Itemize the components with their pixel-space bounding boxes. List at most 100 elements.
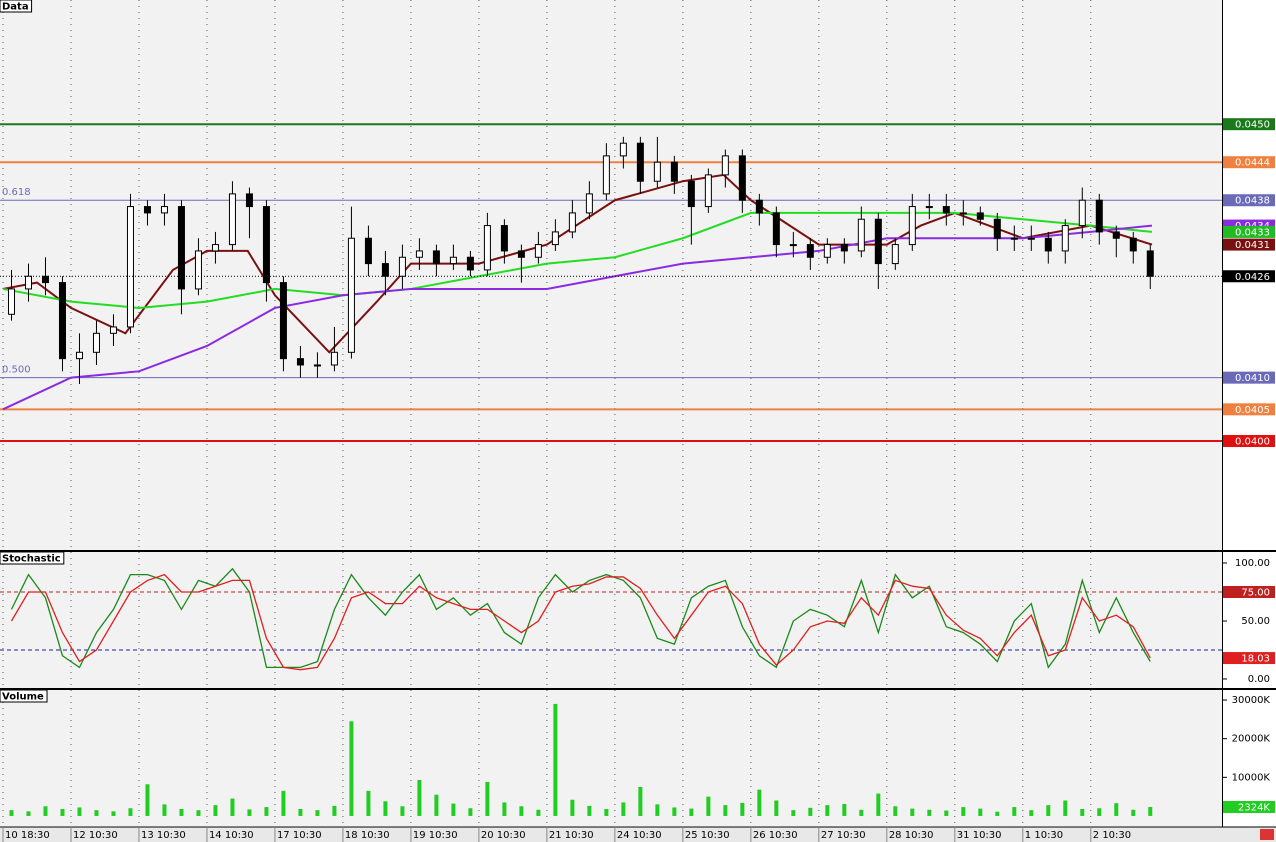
- volume-bar: [536, 809, 541, 816]
- x-tick-label: 1 10:30: [1025, 830, 1063, 841]
- candle-body: [789, 244, 797, 247]
- y-tick-label: 10000K: [1232, 772, 1271, 783]
- panel-title-box: [0, 0, 33, 13]
- candle-body: [160, 206, 168, 214]
- panel-title-box: [0, 689, 48, 703]
- x-tick-label: 20 10:30: [481, 830, 526, 841]
- candle-body: [279, 282, 287, 360]
- candle-body: [313, 364, 321, 367]
- candle-body: [653, 161, 661, 182]
- volume-bar: [468, 808, 473, 816]
- volume-bar: [213, 805, 218, 816]
- candle-body: [891, 244, 899, 265]
- candle-body: [432, 250, 440, 265]
- candle-body: [58, 282, 66, 360]
- candle-body: [398, 256, 406, 277]
- panel-title: Volume: [2, 692, 44, 703]
- price-tag: [1223, 371, 1275, 384]
- scroll-button[interactable]: [1260, 829, 1274, 840]
- y-tick-label: 100.00: [1235, 558, 1270, 569]
- candle-body: [517, 250, 525, 258]
- x-tick-label: 18 10:30: [345, 830, 390, 841]
- candle-body: [1078, 199, 1086, 227]
- candle-body: [228, 193, 236, 246]
- candle-body: [126, 206, 134, 328]
- price-tag: [1223, 194, 1275, 207]
- volume-bar: [145, 784, 150, 816]
- candle-body: [568, 212, 576, 233]
- stochastic-line: [10, 573, 1151, 671]
- volume-bar: [1148, 806, 1153, 816]
- candle-body: [840, 244, 848, 252]
- price-tag-label: 0.0433: [1235, 227, 1270, 238]
- volume-bar: [1114, 803, 1119, 816]
- candle-body: [1095, 199, 1103, 233]
- y-tick-label: 20000K: [1232, 734, 1271, 745]
- volume-bar: [281, 790, 286, 816]
- volume-bar: [94, 810, 99, 816]
- volume-bar: [1012, 807, 1017, 816]
- x-tick-label: 24 10:30: [617, 830, 662, 841]
- candle-body: [109, 326, 117, 334]
- volume-bar: [1029, 810, 1034, 816]
- volume-bar: [332, 805, 337, 816]
- candle-body: [41, 275, 49, 284]
- price-tag-label: 0.0450: [1235, 120, 1270, 131]
- volume-bar: [570, 799, 575, 816]
- volume-bar: [43, 806, 48, 816]
- candle-body: [449, 256, 457, 265]
- volume-bar: [740, 802, 745, 816]
- candle-body: [364, 237, 372, 265]
- candle-body: [500, 225, 508, 252]
- candle-body: [619, 142, 627, 157]
- candle-body: [636, 142, 644, 182]
- x-tick-label: 12 10:30: [73, 830, 118, 841]
- price-tag-label: 2324K: [1238, 802, 1270, 813]
- candle-body: [296, 358, 304, 366]
- candle-body: [959, 212, 967, 215]
- candle-body: [1146, 250, 1154, 277]
- candle-body: [381, 263, 389, 277]
- candle-body: [806, 244, 814, 258]
- candle-body: [415, 250, 423, 258]
- candle-body: [874, 218, 882, 265]
- volume-bar: [723, 805, 728, 816]
- candle-body: [92, 332, 100, 353]
- volume-bar: [1046, 805, 1051, 816]
- candle-body: [330, 351, 338, 366]
- candle-body: [755, 199, 763, 214]
- candle-body: [976, 212, 984, 220]
- candle-body: [483, 225, 491, 271]
- volume-bar: [808, 807, 813, 816]
- candle-body: [823, 244, 831, 258]
- volume-bar: [757, 789, 762, 816]
- candle-body: [670, 161, 678, 182]
- price-tag-label: 0.0405: [1235, 405, 1270, 416]
- price-tag-label: 0.0444: [1235, 158, 1270, 169]
- volume-bar: [621, 802, 626, 816]
- volume-bar: [77, 807, 82, 816]
- x-tick-label: 21 10:30: [549, 830, 594, 841]
- x-tick-label: 19 10:30: [413, 830, 458, 841]
- volume-bar: [825, 805, 830, 816]
- candle-body: [942, 206, 950, 214]
- panel-title: Data: [2, 2, 29, 13]
- candle-body: [194, 250, 202, 290]
- y-tick-label: 50.00: [1241, 616, 1270, 627]
- volume-bar: [247, 809, 252, 816]
- x-tick-label: 17 10:30: [277, 830, 322, 841]
- volume-bar: [502, 802, 507, 816]
- price-tag: [1223, 156, 1275, 169]
- candle-body: [857, 218, 865, 252]
- level-label: 0.618: [2, 187, 31, 198]
- candle-body: [143, 206, 151, 214]
- volume-bar: [774, 800, 779, 816]
- volume-bar: [485, 781, 490, 816]
- panel-title-box: [0, 551, 65, 565]
- price-tag-label: 0.0431: [1235, 240, 1270, 251]
- x-tick-label: 26 10:30: [753, 830, 798, 841]
- volume-bar: [451, 803, 456, 816]
